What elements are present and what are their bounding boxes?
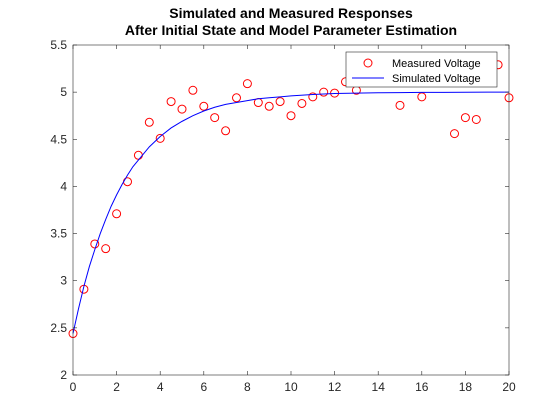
measured-voltage-point [177,104,187,114]
measured-voltage-point [286,111,296,121]
measured-voltage-point [199,101,209,111]
measured-voltage-point [112,209,122,219]
measured-voltage-point [210,113,220,123]
x-tick-label: 2 [113,380,120,394]
x-tick-label: 12 [328,380,342,394]
x-tick-label: 8 [244,380,251,394]
simulated-voltage-line [72,91,509,334]
legend-label-measured: Measured Voltage [392,58,481,70]
x-tick-label: 18 [459,380,473,394]
measured-voltage-point [221,126,231,136]
x-tick-label: 4 [157,380,164,394]
measured-voltage-point [90,239,100,249]
x-tick-label: 0 [70,380,77,394]
measured-voltage-point [319,87,329,97]
measured-voltage-point [101,244,111,254]
legend-label-simulated: Simulated Voltage [392,73,481,85]
measured-voltage-point [242,79,252,89]
measured-voltage-point [144,117,154,127]
y-tick-label: 4.5 [50,132,67,146]
x-tick-label: 14 [372,380,386,394]
measured-voltage-point [232,93,241,103]
x-tick-label: 6 [200,380,207,394]
x-tick-label: 20 [502,380,516,394]
measured-voltage-point [188,85,198,95]
measured-voltage-point [395,100,405,110]
measured-voltage-point [166,97,176,107]
y-tick-label: 5.5 [50,38,67,52]
y-tick-label: 2 [60,368,67,382]
y-tick-label: 3.5 [50,227,67,241]
y-tick-label: 5 [60,85,67,99]
x-tick-label: 10 [284,380,298,394]
measured-voltage-point [308,92,318,102]
measured-voltage-point [155,133,165,143]
legend: Measured Voltage Simulated Voltage [345,51,498,88]
measured-voltage-point [471,114,481,124]
chart-title: Simulated and Measured Responses [169,5,413,21]
measured-voltage-point [450,129,459,139]
y-tick-label: 2.5 [50,321,67,335]
x-tick-label: 16 [415,380,429,394]
plot-area [73,45,509,375]
legend-box [345,51,498,88]
measured-voltage-point [460,113,470,123]
y-tick-label: 4 [60,179,67,193]
measured-voltage-point [264,101,274,111]
chart-subtitle: After Initial State and Model Parameter … [125,22,457,38]
y-tick-label: 3 [60,274,67,288]
legend-marker-swatch [363,58,373,68]
measured-voltage-point [275,97,285,107]
measured-voltage-point [297,98,307,108]
